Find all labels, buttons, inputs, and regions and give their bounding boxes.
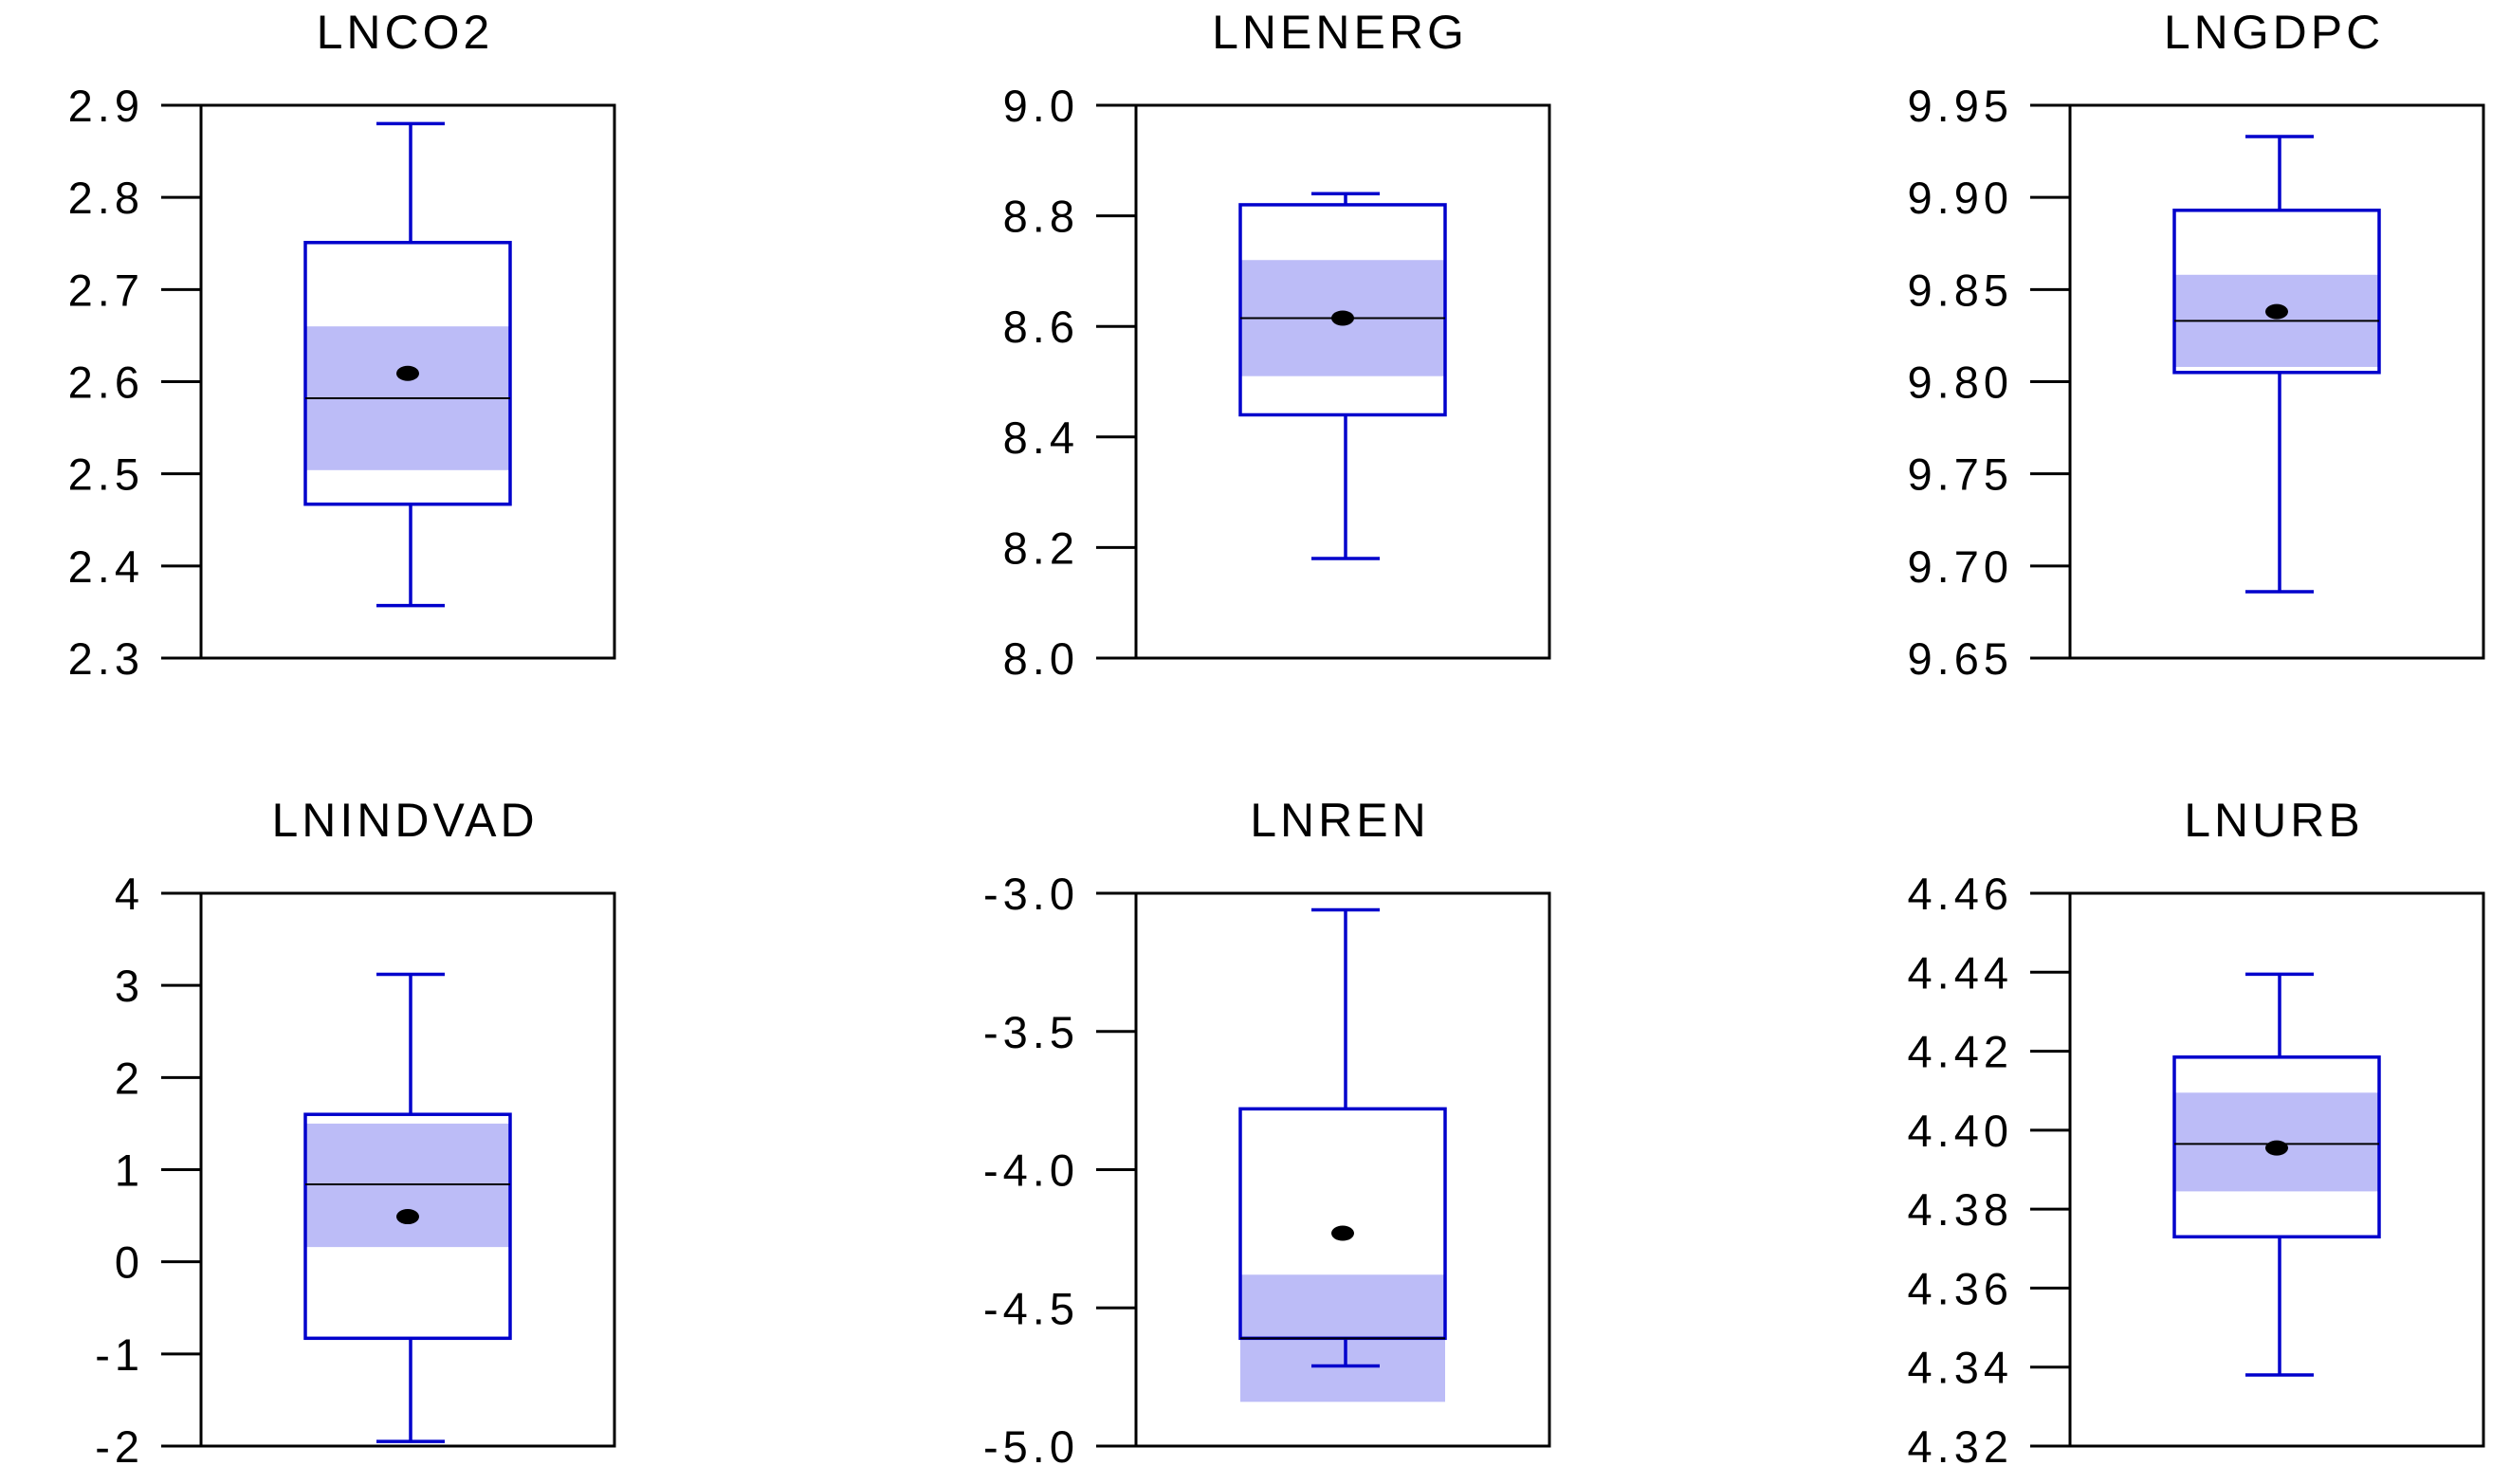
y-tick-label: 2.4 (68, 541, 144, 592)
plot-frame (1134, 103, 1551, 660)
panel-title: LNURB (2184, 794, 2363, 847)
y-tick-label: 2.6 (68, 357, 144, 408)
y-tick-label: 9.70 (1908, 541, 2013, 592)
y-tick-label: 2 (115, 1053, 144, 1103)
mean-marker (396, 1209, 419, 1225)
panel-title: LNCO2 (317, 6, 494, 59)
mean-marker (2265, 303, 2288, 320)
y-tick-label: 2.9 (68, 81, 144, 131)
y-tick-label: 4.46 (1908, 869, 2013, 919)
y-tick-label: 4.34 (1908, 1343, 2013, 1393)
y-tick-label: 2.8 (68, 173, 144, 223)
panel-title: LNINDVAD (271, 794, 538, 847)
iqr-box (303, 1112, 512, 1341)
y-tick-label: 8.4 (1003, 412, 1079, 463)
y-tick-label: 9.80 (1908, 357, 2013, 408)
y-tick-label: -4.0 (983, 1145, 1079, 1196)
mean-marker (1331, 310, 1354, 326)
y-tick-label: 3 (115, 961, 144, 1011)
y-tick-label: 4 (115, 869, 144, 919)
y-tick-label: 9.75 (1908, 449, 2013, 500)
mean-marker (1331, 1225, 1354, 1241)
y-tick-label: 4.40 (1908, 1106, 2013, 1156)
y-tick-label: -3.0 (983, 869, 1079, 919)
boxplot-panel-lnco2: LNCO2 2.3 2.4 2.5 2.6 2.7 2.8 2.9 (68, 6, 616, 684)
y-tick-label: 0 (115, 1237, 144, 1288)
y-tick-label: 4.32 (1908, 1421, 2013, 1472)
y-tick-label: -4.5 (983, 1283, 1079, 1333)
plot-frame (2068, 891, 2485, 1448)
y-tick-label: 8.2 (1003, 522, 1079, 573)
plot-frame (2068, 103, 2485, 660)
y-tick-label: 8.6 (1003, 302, 1079, 352)
y-tick-label: -3.5 (983, 1007, 1079, 1057)
y-tick-label: 4.44 (1908, 947, 2013, 998)
y-tick-label: 9.85 (1908, 265, 2013, 315)
y-tick-label: 4.38 (1908, 1184, 2013, 1235)
iqr-box (2172, 1055, 2381, 1239)
y-tick-label: -5.0 (983, 1421, 1079, 1472)
panel-title: LNGDPC (2164, 6, 2384, 59)
y-tick-label: -1 (95, 1329, 144, 1380)
boxplot-panel-lngdpc: LNGDPC 9.65 9.70 9.75 9.80 9.85 9.90 9.95 (1908, 6, 2485, 684)
y-tick-label: 8.0 (1003, 633, 1079, 684)
y-tick-label: 4.42 (1908, 1027, 2013, 1077)
y-tick-label: 9.65 (1908, 633, 2013, 684)
y-tick-label: 2.5 (68, 449, 144, 500)
iqr-box (1238, 203, 1447, 417)
y-tick-label: 9.0 (1003, 81, 1079, 131)
y-tick-label: 9.90 (1908, 173, 2013, 223)
y-tick-label: 9.95 (1908, 81, 2013, 131)
boxplot-panel-lnurb: LNURB 4.32 4.34 4.36 4.38 4.40 4.42 4.44 4.46 (1908, 794, 2485, 1472)
boxplot-panel-lnenerg: LNENERG 8.0 8.2 8.4 8.6 8.8 9.0 (1003, 6, 1551, 684)
y-tick-label: 2.3 (68, 633, 144, 684)
y-tick-label: 4.36 (1908, 1263, 2013, 1313)
y-tick-label: 1 (115, 1145, 144, 1196)
y-tick-label: 8.8 (1003, 192, 1079, 242)
iqr-box (2172, 209, 2381, 375)
panel-title: LNREN (1250, 794, 1429, 847)
y-tick-label: 2.7 (68, 265, 144, 315)
boxplot-panel-lnren: LNREN -5.0 -4.5 -4.0 -3.5 -3.0 (983, 794, 1551, 1472)
mean-marker (396, 365, 419, 381)
y-tick-label: -2 (95, 1421, 144, 1472)
boxplot-panel-lnindvad: LNINDVAD -2 -1 0 1 2 3 4 (95, 794, 616, 1472)
iqr-box (303, 241, 512, 506)
panel-title: LNENERG (1212, 6, 1468, 59)
mean-marker (2265, 1140, 2288, 1156)
